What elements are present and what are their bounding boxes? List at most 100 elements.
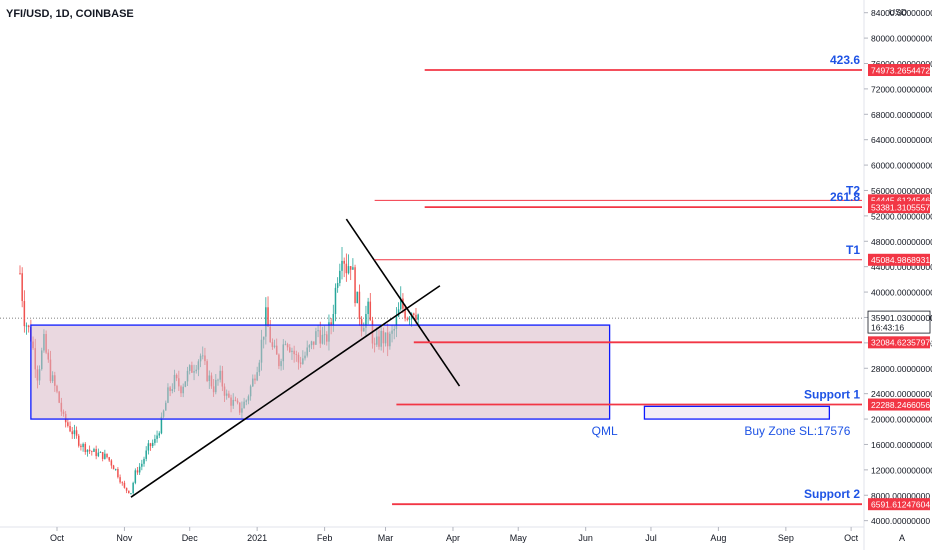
price-tag-bg bbox=[868, 201, 930, 214]
level-name: T1 bbox=[846, 243, 860, 257]
price-tag-label: 45084.98689315 bbox=[871, 255, 932, 265]
price-tick-label: 60000.00000000 bbox=[871, 161, 932, 171]
price-tag-bg bbox=[868, 336, 930, 349]
candle-body bbox=[88, 449, 91, 452]
candle-body bbox=[147, 443, 150, 451]
trend-line bbox=[345, 218, 461, 387]
candle-body bbox=[406, 318, 409, 320]
price-tick-label: 44000.00000000 bbox=[871, 262, 932, 272]
candle-body bbox=[352, 267, 354, 270]
candle-body bbox=[112, 465, 115, 470]
candle-body bbox=[156, 435, 158, 439]
price-tick-label: 8000.00000000 bbox=[871, 491, 930, 501]
candle-body bbox=[106, 453, 108, 458]
candle-body bbox=[347, 266, 350, 274]
candle-body bbox=[143, 458, 145, 464]
level-name: 261.8 bbox=[830, 190, 860, 204]
candle-body bbox=[334, 287, 337, 314]
time-tick-label: Mar bbox=[378, 533, 394, 543]
candle-body bbox=[73, 430, 76, 435]
price-tick-label: 80000.00000000 bbox=[871, 34, 932, 44]
price-tag-bg bbox=[868, 253, 930, 266]
candle-body bbox=[145, 450, 147, 459]
trend-lines-layer bbox=[130, 218, 461, 498]
candle-body bbox=[97, 452, 100, 457]
candle-body bbox=[341, 260, 343, 271]
candle-body bbox=[67, 422, 69, 426]
candle-body bbox=[397, 309, 400, 317]
candle-body bbox=[149, 443, 152, 447]
price-axis-unit: USD bbox=[889, 7, 907, 17]
candle-body bbox=[134, 470, 137, 483]
price-tick-label: 4000.00000000 bbox=[871, 516, 930, 526]
candle-body bbox=[136, 470, 139, 473]
price-tag-label: 53381.31055573 bbox=[871, 202, 932, 212]
candle-body bbox=[23, 301, 26, 327]
price-tag-bg bbox=[868, 398, 930, 411]
current-price-label: 35901.03000000 bbox=[871, 313, 932, 323]
candle-body bbox=[138, 466, 141, 473]
price-tag-bg bbox=[868, 498, 930, 511]
time-tick-label: Feb bbox=[317, 533, 333, 543]
time-tick-label: Apr bbox=[446, 533, 460, 543]
candle-body bbox=[367, 301, 369, 315]
qml-box-layer: QML Buy Zone SL:17576 bbox=[30, 324, 851, 438]
candle-body bbox=[408, 319, 411, 320]
candle-body bbox=[336, 283, 339, 288]
candle-body bbox=[417, 314, 419, 320]
price-axis-layer[interactable]: 4000.00000000 8000.00000000 12000.00000000… bbox=[863, 0, 932, 550]
candle-body bbox=[91, 451, 93, 452]
qml-label: QML bbox=[592, 424, 618, 438]
candle-body bbox=[354, 267, 356, 304]
price-tag-label: 6591.61247604 bbox=[871, 499, 930, 509]
price-tick-label: 20000.00000000 bbox=[871, 415, 932, 425]
candle-body bbox=[128, 490, 130, 494]
candle-body bbox=[99, 452, 102, 453]
trend-line bbox=[130, 285, 441, 498]
price-tag-bg bbox=[868, 64, 930, 77]
price-tick-label: 76000.00000000 bbox=[871, 59, 932, 69]
candle-body bbox=[19, 273, 21, 274]
time-tick-label: Jun bbox=[578, 533, 593, 543]
candle-body bbox=[332, 313, 335, 326]
candle-body bbox=[125, 487, 128, 491]
candle-body bbox=[399, 298, 402, 310]
price-tick-label: 56000.00000000 bbox=[871, 186, 932, 196]
price-tick-label: 12000.00000000 bbox=[871, 465, 932, 475]
candle-body bbox=[154, 438, 156, 443]
candle-body bbox=[27, 325, 30, 328]
price-tick-label: 24000.00000000 bbox=[871, 389, 932, 399]
buy-zone-box bbox=[643, 405, 831, 420]
price-tick-label: 16000.00000000 bbox=[871, 440, 932, 450]
price-tick-label: 68000.00000000 bbox=[871, 110, 932, 120]
candle-body bbox=[114, 469, 117, 470]
level-name: Support 2 bbox=[804, 487, 860, 501]
candle-body bbox=[395, 316, 398, 329]
candle-body bbox=[108, 457, 110, 461]
time-axis-layer[interactable]: Oct Nov Dec 2021 Feb Mar Apr May Jun Jul Aug Sep Oct… bbox=[0, 526, 905, 543]
time-tick-label: Oct bbox=[50, 533, 65, 543]
candle-body bbox=[95, 449, 97, 457]
price-tick-label: 72000.00000000 bbox=[871, 84, 932, 94]
candle-body bbox=[339, 270, 341, 284]
candle-body bbox=[84, 443, 87, 452]
candle-body bbox=[265, 307, 267, 337]
candle-body bbox=[104, 453, 106, 459]
candle-body bbox=[93, 449, 95, 452]
candle-body bbox=[365, 314, 367, 328]
candle-body bbox=[141, 463, 143, 467]
candle-body bbox=[345, 263, 348, 274]
time-tick-label: Dec bbox=[182, 533, 199, 543]
price-tag-label: 22288.24660564 bbox=[871, 400, 932, 410]
price-tag-label: 54445.61245464 bbox=[871, 196, 932, 206]
price-tag-label: 74973.26544728 bbox=[871, 65, 932, 75]
countdown-label: 16:43:16 bbox=[871, 323, 904, 333]
candle-body bbox=[369, 301, 372, 321]
candle-body bbox=[415, 314, 417, 320]
candle-body bbox=[349, 266, 352, 270]
price-tick-label: 52000.00000000 bbox=[871, 211, 932, 221]
